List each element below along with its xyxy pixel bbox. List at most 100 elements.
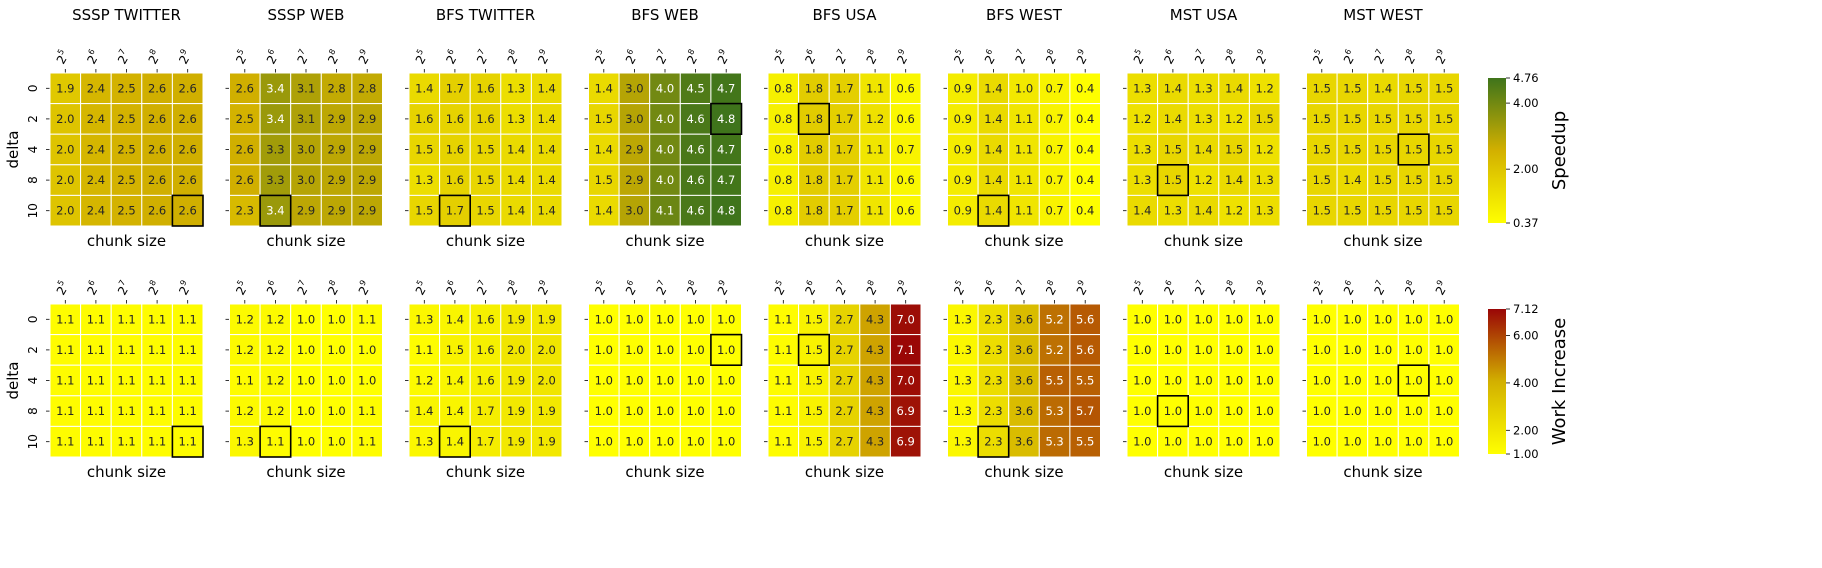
heatmap-cell bbox=[679, 334, 712, 366]
cell-value-label: 4.0 bbox=[656, 112, 674, 126]
cell-value-label: 5.3 bbox=[1045, 404, 1063, 418]
cell-value-label: 1.0 bbox=[1133, 374, 1151, 388]
cell-value-label: 4.0 bbox=[656, 143, 674, 157]
heatmap-cell bbox=[889, 425, 922, 458]
cell-value-label: 3.0 bbox=[625, 112, 643, 126]
x-tick-label: 26 bbox=[980, 278, 1000, 297]
cell-value-label: 1.5 bbox=[1164, 143, 1182, 157]
cell-value-label: 1.5 bbox=[1404, 81, 1422, 95]
x-tick-label: 26 bbox=[621, 278, 641, 297]
cell-value-label: 0.6 bbox=[897, 112, 915, 126]
cell-value-label: 1.6 bbox=[415, 112, 433, 126]
cell-value-label: 2.9 bbox=[297, 204, 315, 218]
cell-value-label: 1.3 bbox=[954, 312, 972, 326]
cell-value-label: 1.0 bbox=[595, 435, 613, 449]
x-axis-label: chunk size bbox=[87, 232, 166, 250]
heatmap-cell bbox=[1008, 103, 1040, 135]
heatmap-cell bbox=[49, 194, 82, 227]
x-tick-label: 25 bbox=[770, 47, 790, 66]
heatmap-cell bbox=[1038, 133, 1071, 166]
heatmap-cell bbox=[320, 334, 353, 366]
cell-value-label: 1.0 bbox=[1343, 404, 1361, 418]
heatmap-cell bbox=[710, 194, 743, 227]
cell-value-label: 3.6 bbox=[1015, 374, 1033, 388]
cell-value-label: 1.0 bbox=[686, 343, 704, 357]
heatmap-cell bbox=[141, 103, 173, 135]
cell-value-label: 2.5 bbox=[117, 143, 135, 157]
cell-value-label: 1.0 bbox=[686, 404, 704, 418]
cell-value-label: 1.5 bbox=[1256, 112, 1274, 126]
cell-value-label: 0.4 bbox=[1076, 112, 1094, 126]
heatmap-cell bbox=[977, 103, 1010, 135]
heatmap-cell bbox=[588, 133, 620, 166]
cell-value-label: 1.3 bbox=[1194, 81, 1212, 95]
cell-value-label: 5.5 bbox=[1076, 435, 1094, 449]
best-cell-highlight bbox=[1397, 133, 1430, 166]
cell-value-label: 0.9 bbox=[954, 173, 972, 187]
heatmap-cell bbox=[618, 164, 651, 196]
cell-value-label: 4.8 bbox=[717, 204, 735, 218]
cell-value-label: 1.1 bbox=[774, 312, 792, 326]
cell-value-label: 1.6 bbox=[476, 343, 494, 357]
cell-value-label: 3.6 bbox=[1015, 312, 1033, 326]
x-axis-label: chunk size bbox=[1343, 463, 1422, 481]
panel-title: SSSP TWITTER bbox=[72, 6, 181, 24]
cell-value-label: 1.1 bbox=[774, 374, 792, 388]
cell-value-label: 1.0 bbox=[686, 312, 704, 326]
heatmap-cell bbox=[1248, 103, 1281, 135]
heatmap-cell bbox=[229, 303, 261, 336]
heatmap-cell bbox=[1187, 425, 1220, 458]
heatmap-cell bbox=[439, 133, 471, 166]
heatmap-cell bbox=[1157, 194, 1189, 227]
heatmap-cell bbox=[1428, 425, 1461, 458]
cell-value-label: 2.5 bbox=[117, 204, 135, 218]
cell-value-label: 1.3 bbox=[415, 435, 433, 449]
cell-value-label: 1.0 bbox=[1313, 312, 1331, 326]
cell-value-label: 1.0 bbox=[327, 404, 345, 418]
heatmap-cell bbox=[1157, 395, 1189, 427]
cell-value-label: 0.8 bbox=[774, 173, 792, 187]
cell-value-label: 2.9 bbox=[625, 173, 643, 187]
x-axis-label: chunk size bbox=[1164, 463, 1243, 481]
heatmap-cell bbox=[859, 194, 891, 227]
cell-value-label: 0.7 bbox=[1045, 173, 1063, 187]
cell-value-label: 1.0 bbox=[327, 343, 345, 357]
cell-value-label: 0.4 bbox=[1076, 81, 1094, 95]
cell-value-label: 4.0 bbox=[656, 173, 674, 187]
heatmap-cell bbox=[588, 395, 620, 427]
cell-value-label: 1.4 bbox=[1194, 204, 1212, 218]
cell-value-label: 0.9 bbox=[954, 112, 972, 126]
x-tick-label: 27 bbox=[1190, 47, 1210, 66]
x-tick-label: 28 bbox=[323, 47, 343, 66]
heatmap-cell bbox=[1038, 103, 1071, 135]
cell-value-label: 0.8 bbox=[774, 204, 792, 218]
cell-value-label: 1.1 bbox=[866, 143, 884, 157]
cell-value-label: 1.0 bbox=[1256, 374, 1274, 388]
x-tick-label: 25 bbox=[411, 278, 431, 297]
heatmap-cell bbox=[828, 72, 861, 105]
cell-value-label: 4.3 bbox=[866, 312, 884, 326]
heatmap-cell bbox=[439, 334, 471, 366]
cell-value-label: 1.4 bbox=[446, 404, 464, 418]
cell-value-label: 1.0 bbox=[1164, 435, 1182, 449]
cell-value-label: 1.2 bbox=[266, 312, 284, 326]
heatmap-cell bbox=[649, 194, 681, 227]
heatmap-cell bbox=[530, 194, 563, 227]
cell-value-label: 1.2 bbox=[1225, 112, 1243, 126]
heatmap-cell bbox=[110, 425, 143, 458]
heatmap-cell bbox=[1069, 425, 1102, 458]
x-axis-label: chunk size bbox=[446, 463, 525, 481]
cell-value-label: 1.0 bbox=[595, 343, 613, 357]
heatmap-cell bbox=[889, 194, 922, 227]
heatmap-cell bbox=[259, 133, 292, 166]
cell-value-label: 1.0 bbox=[656, 312, 674, 326]
cell-value-label: 1.4 bbox=[595, 204, 613, 218]
y-tick-label: 4 bbox=[26, 146, 40, 154]
cell-value-label: 1.2 bbox=[1256, 81, 1274, 95]
heatmap-cell bbox=[439, 72, 471, 105]
cell-value-label: 1.5 bbox=[805, 312, 823, 326]
cell-value-label: 1.3 bbox=[954, 343, 972, 357]
cell-value-label: 1.1 bbox=[179, 343, 197, 357]
best-cell-highlight bbox=[171, 194, 204, 227]
cell-value-label: 1.1 bbox=[117, 404, 135, 418]
